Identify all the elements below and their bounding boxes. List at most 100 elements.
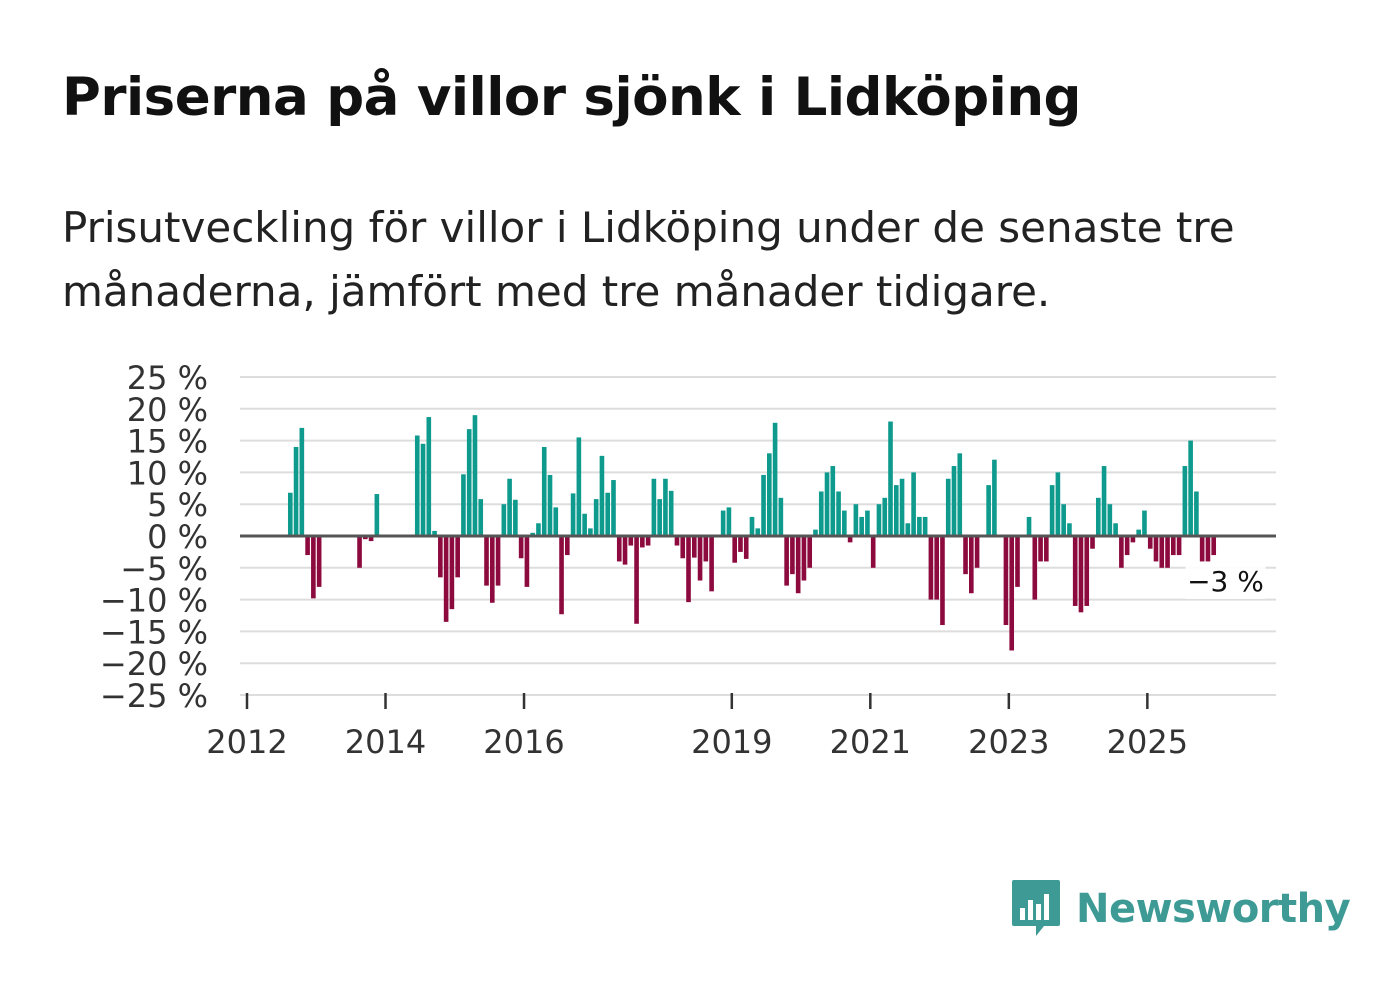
- bar: [1176, 536, 1182, 556]
- bar: [536, 523, 541, 536]
- bar: [593, 499, 599, 536]
- bar: [836, 491, 841, 536]
- bar: [449, 536, 455, 610]
- bar: [1107, 504, 1113, 536]
- bar: [969, 536, 974, 594]
- bar: [461, 474, 466, 536]
- bar: [293, 446, 299, 536]
- bar: [818, 491, 824, 536]
- bar: [905, 523, 911, 536]
- bar: [1159, 536, 1165, 568]
- bar: [443, 536, 449, 622]
- y-tick-label: 25 %: [127, 359, 208, 397]
- bar: [663, 478, 668, 536]
- bar: [957, 453, 963, 536]
- y-tick-label: −20 %: [100, 645, 208, 683]
- bar: [634, 536, 639, 624]
- bar: [795, 536, 801, 594]
- bar: [691, 536, 697, 558]
- y-tick-label: 20 %: [127, 391, 208, 429]
- bar: [611, 480, 616, 536]
- bar: [420, 443, 426, 536]
- bar: [1165, 536, 1170, 568]
- bar: [1153, 536, 1159, 562]
- bar: [917, 516, 922, 536]
- bar: [1199, 536, 1205, 562]
- bar: [466, 429, 472, 536]
- bar: [524, 536, 530, 587]
- bar: [668, 490, 674, 536]
- bar: [541, 446, 547, 536]
- bar: [755, 528, 761, 536]
- bar: [599, 455, 605, 536]
- bar: [1124, 536, 1130, 556]
- bar: [986, 485, 991, 536]
- bar: [824, 472, 830, 536]
- chart-subtitle: Prisutveckling för villor i Lidköping un…: [62, 203, 1235, 316]
- bar: [945, 478, 951, 536]
- bar: [1205, 536, 1211, 562]
- bar: [709, 536, 714, 592]
- bar: [588, 528, 593, 536]
- bar: [1130, 536, 1136, 543]
- bar: [651, 478, 657, 536]
- bar: [720, 510, 726, 536]
- bar: [940, 536, 945, 626]
- x-tick-label: 2021: [830, 723, 911, 761]
- bar: [438, 536, 443, 578]
- y-tick-label: 15 %: [127, 423, 208, 461]
- bar: [432, 530, 437, 536]
- x-tick-label: 2012: [206, 723, 287, 761]
- bar: [870, 536, 876, 568]
- bar: [934, 536, 939, 600]
- bar: [507, 478, 512, 536]
- bar: [1211, 536, 1217, 556]
- bar-chart: 25 %20 %15 %10 %5 %0 %−5 %−10 %−15 %−20 …: [100, 359, 1276, 761]
- bar: [1095, 497, 1101, 536]
- bar: [778, 497, 784, 536]
- bar: [842, 510, 847, 536]
- bar: [859, 516, 864, 536]
- bar: [847, 536, 853, 543]
- y-tick-label: −5 %: [120, 550, 208, 588]
- x-tick-label: 2016: [483, 723, 564, 761]
- bar: [743, 536, 749, 559]
- bar: [299, 427, 305, 536]
- bar: [726, 507, 732, 536]
- x-tick-label: 2019: [691, 723, 772, 761]
- bar: [287, 492, 293, 536]
- bar: [963, 536, 968, 575]
- bar: [1009, 536, 1015, 651]
- bar: [478, 499, 484, 536]
- bar: [738, 536, 743, 552]
- bar: [813, 529, 818, 536]
- bar: [1194, 491, 1199, 536]
- bar: [1119, 536, 1124, 568]
- bar: [559, 536, 564, 615]
- bar: [790, 536, 795, 575]
- bar: [484, 536, 489, 586]
- bar: [530, 532, 535, 536]
- bar: [426, 417, 432, 536]
- bar: [1015, 536, 1020, 587]
- bar: [1055, 472, 1061, 536]
- bar: [772, 422, 778, 536]
- bar: [876, 504, 882, 536]
- bar: [1188, 440, 1193, 536]
- bar: [1049, 485, 1055, 536]
- bar: [1032, 536, 1038, 600]
- bar: [784, 536, 789, 586]
- bar: [657, 499, 662, 536]
- bar: [686, 536, 691, 603]
- bar: [1003, 536, 1009, 626]
- bar: [749, 516, 755, 536]
- bar: [547, 474, 553, 536]
- bar: [622, 536, 628, 565]
- brand-name: Newsworthy: [1076, 886, 1351, 932]
- bar: [1072, 536, 1078, 606]
- y-tick-label: −10 %: [100, 582, 208, 620]
- y-tick-label: 5 %: [147, 486, 208, 524]
- bar: [1182, 466, 1188, 536]
- bar: [893, 485, 899, 536]
- bar: [732, 536, 737, 563]
